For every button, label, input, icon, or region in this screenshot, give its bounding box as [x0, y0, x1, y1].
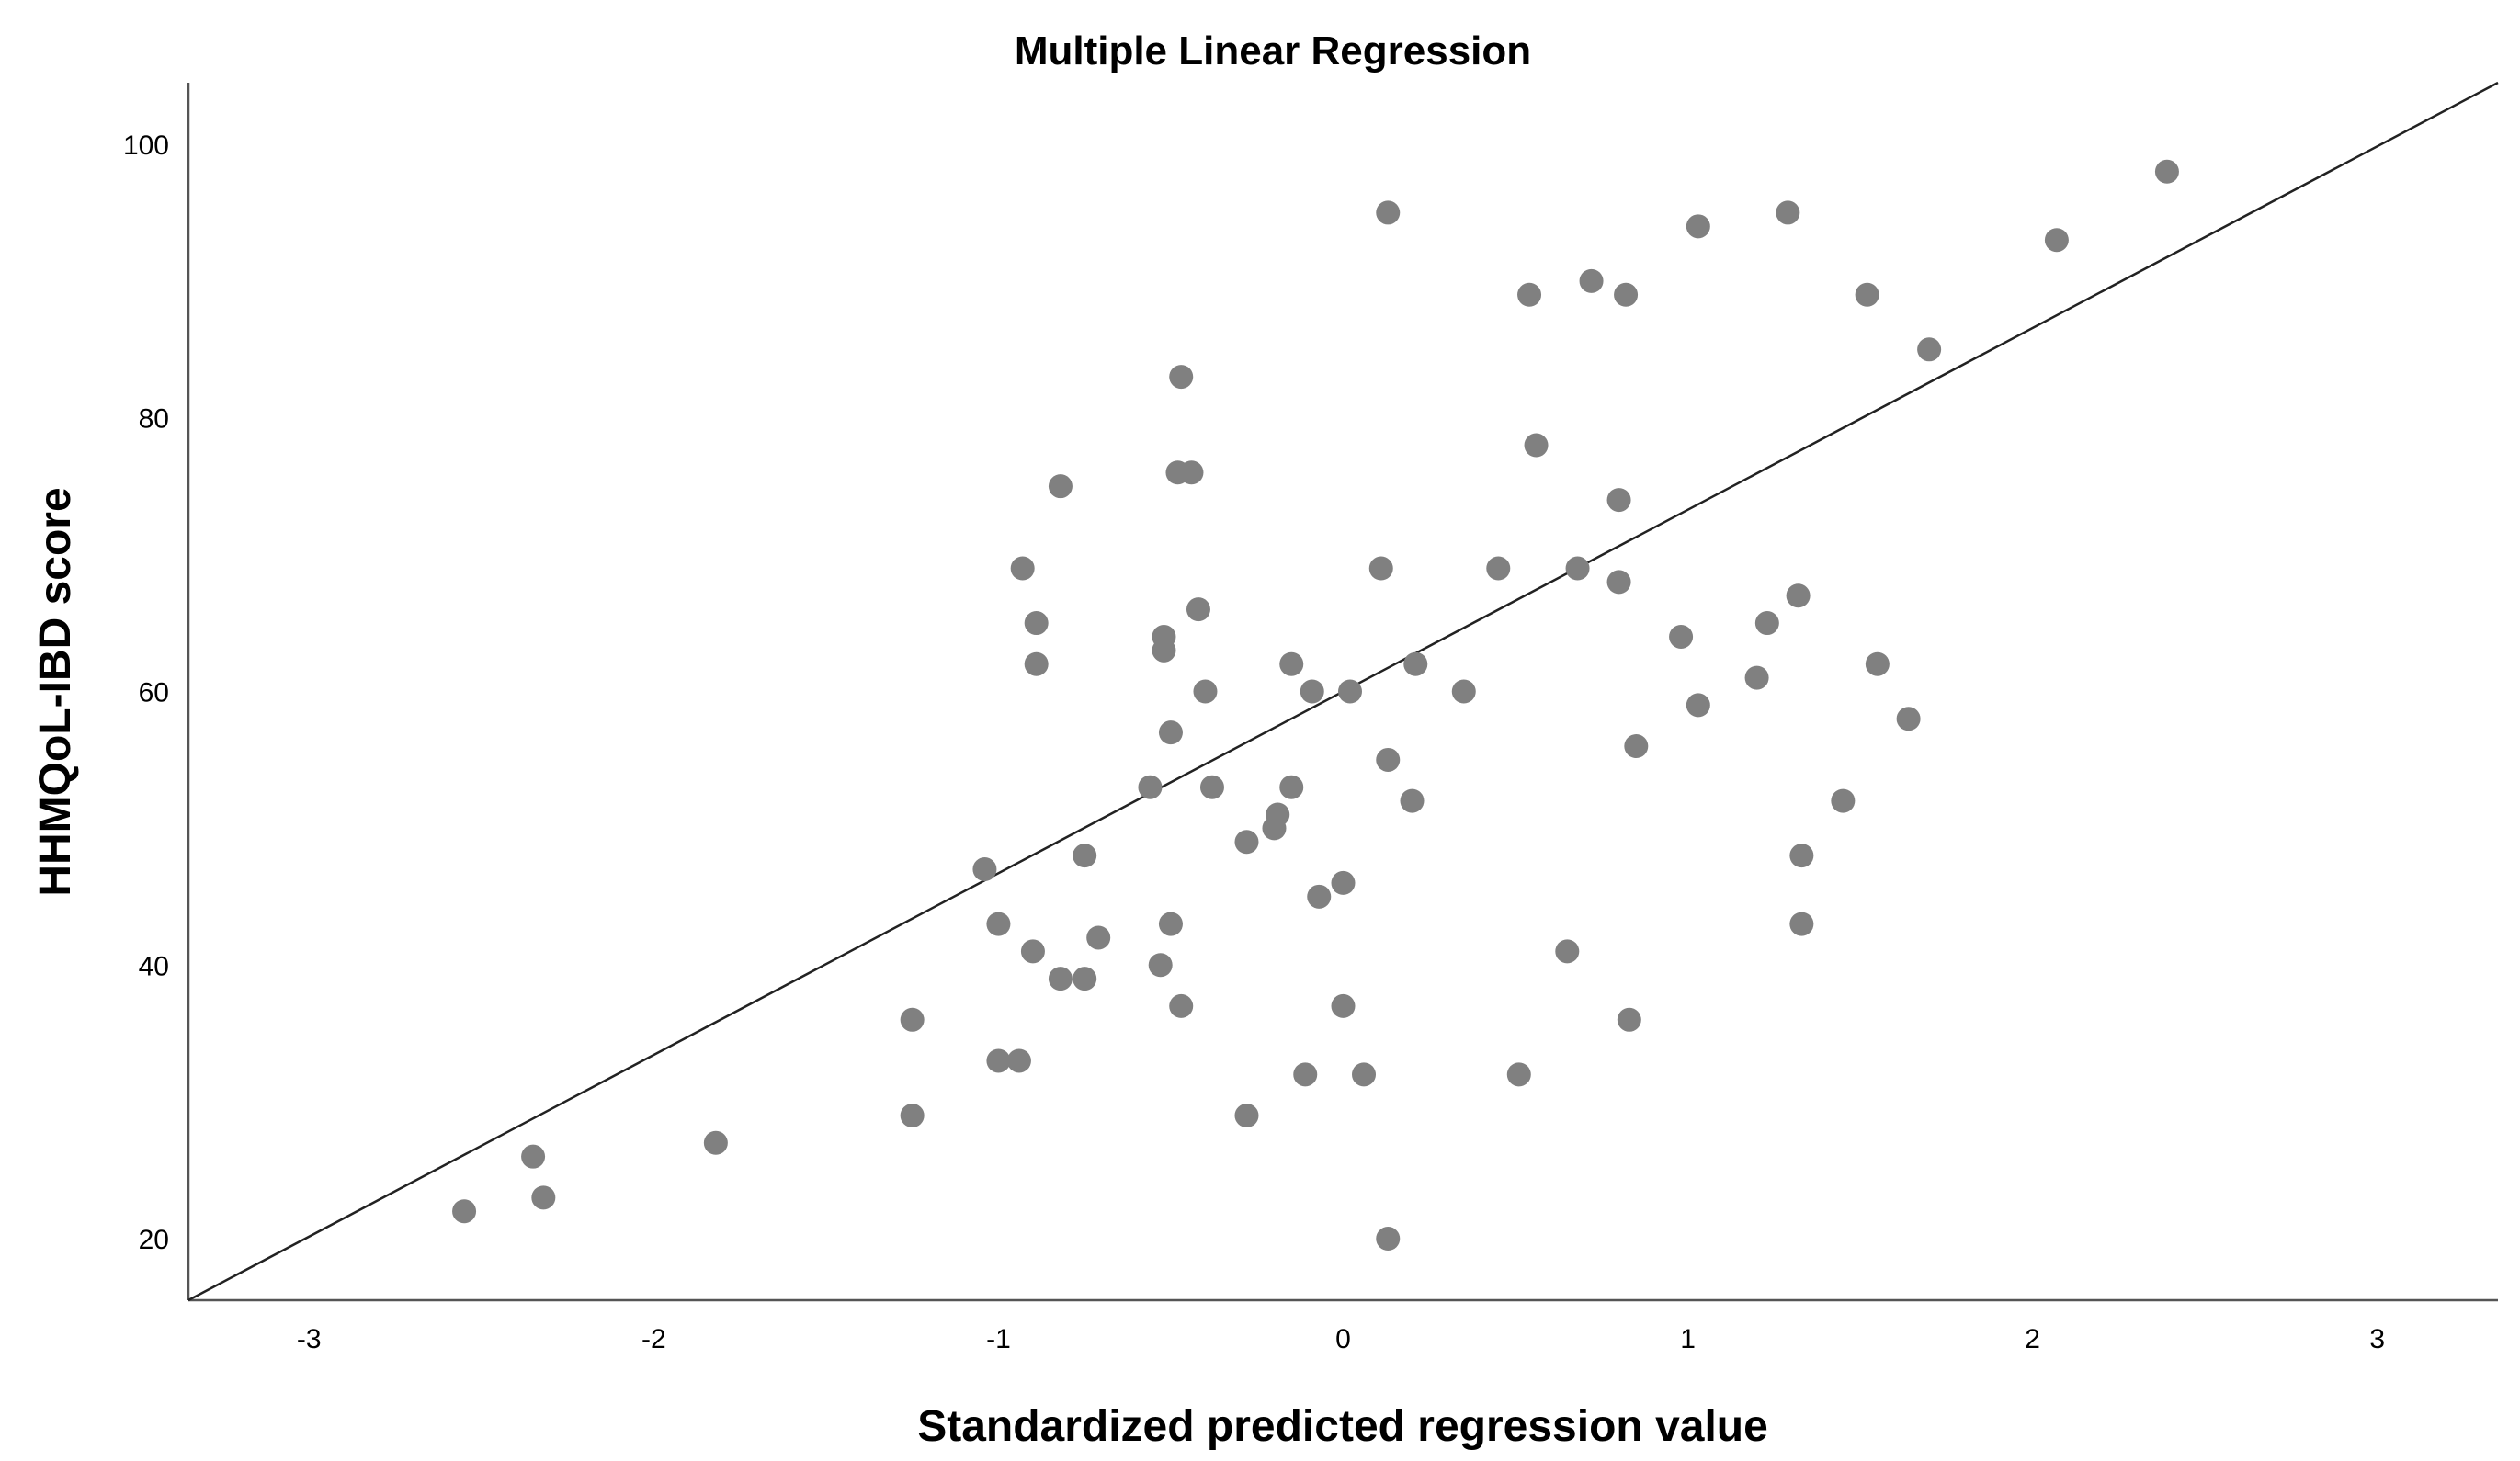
data-point [1179, 460, 1204, 485]
data-point [1266, 802, 1290, 827]
data-point [1010, 556, 1035, 581]
y-axis-ticks: 20 40 60 80 100 [123, 130, 169, 1255]
data-point [1158, 912, 1183, 936]
data-point [986, 912, 1011, 936]
data-point [900, 1007, 925, 1032]
y-tick-label: 80 [139, 404, 169, 435]
data-point [1331, 993, 1356, 1018]
data-point [986, 1048, 1011, 1073]
data-point [1451, 679, 1476, 704]
data-point [1744, 665, 1769, 690]
x-tick-label: 0 [1335, 1324, 1351, 1354]
x-tick-label: -1 [986, 1324, 1011, 1354]
data-point [1786, 583, 1811, 608]
data-point [1293, 1062, 1318, 1087]
chart-title: Multiple Linear Regression [1015, 28, 1531, 74]
data-point [1024, 651, 1049, 676]
data-point [531, 1185, 556, 1210]
data-point [1831, 788, 1856, 813]
data-point [1855, 282, 1879, 307]
data-point [1754, 611, 1779, 636]
data-point [1403, 651, 1428, 676]
data-point [1506, 1062, 1531, 1087]
data-point [1169, 365, 1194, 390]
data-point [1138, 775, 1163, 799]
data-point [1606, 488, 1631, 513]
data-point [1186, 597, 1210, 622]
data-point [1152, 638, 1176, 663]
data-point [1073, 967, 1097, 991]
y-tick-label: 60 [139, 678, 169, 708]
x-tick-label: 2 [2025, 1324, 2040, 1354]
x-tick-label: 3 [2369, 1324, 2385, 1354]
data-point [2154, 159, 2179, 184]
y-tick-label: 100 [123, 130, 169, 161]
data-point [1169, 993, 1194, 1018]
data-point [1279, 775, 1304, 799]
data-point [1148, 953, 1173, 978]
data-point [1624, 734, 1649, 759]
x-tick-label: -2 [641, 1324, 666, 1354]
data-point [1086, 925, 1111, 950]
data-point [1686, 214, 1710, 239]
data-points [452, 159, 2179, 1251]
data-point [1896, 707, 1921, 731]
data-point [1199, 775, 1224, 799]
data-point [1338, 679, 1363, 704]
x-tick-label: 1 [1680, 1324, 1696, 1354]
data-point [1368, 556, 1393, 581]
data-point [1006, 1048, 1031, 1073]
data-point [452, 1199, 477, 1224]
data-point [1400, 788, 1425, 813]
data-point [1565, 556, 1590, 581]
data-point [1555, 939, 1580, 964]
x-axis-ticks: -3 -2 -1 0 1 2 3 [297, 1324, 2385, 1354]
data-point [972, 857, 997, 882]
data-point [1352, 1062, 1377, 1087]
y-axis-label: HHMQoL-IBD score [31, 487, 80, 896]
data-point [703, 1130, 728, 1155]
data-point [1669, 624, 1694, 649]
data-point [1234, 1104, 1259, 1128]
data-point [1024, 611, 1049, 636]
data-point [1300, 679, 1324, 704]
data-point [1614, 282, 1639, 307]
data-point [900, 1104, 925, 1128]
data-point [1789, 912, 1814, 936]
data-point [1606, 570, 1631, 595]
data-point [1193, 679, 1218, 704]
data-point [1486, 556, 1511, 581]
data-point [1376, 1227, 1401, 1251]
data-point [1048, 474, 1073, 499]
y-tick-label: 40 [139, 951, 169, 981]
data-point [1776, 200, 1800, 225]
y-tick-label: 20 [139, 1225, 169, 1255]
x-axis-label: Standardized predicted regression value [917, 1402, 1768, 1451]
data-point [1517, 282, 1542, 307]
data-point [1020, 939, 1045, 964]
data-point [1917, 337, 1942, 362]
data-point [1073, 844, 1097, 868]
data-point [1158, 720, 1183, 745]
data-point [1331, 870, 1356, 895]
data-point [1865, 651, 1890, 676]
data-point [1279, 651, 1304, 676]
data-point [2044, 228, 2069, 253]
data-point [521, 1144, 546, 1169]
x-tick-label: -3 [297, 1324, 322, 1354]
data-point [1686, 693, 1710, 718]
data-point [1376, 200, 1401, 225]
data-point [1048, 967, 1073, 991]
data-point [1579, 268, 1604, 293]
data-point [1307, 884, 1332, 909]
data-point [1524, 433, 1549, 458]
data-point [1234, 830, 1259, 855]
data-point [1617, 1007, 1641, 1032]
data-point [1376, 747, 1401, 772]
data-point [1789, 844, 1814, 868]
